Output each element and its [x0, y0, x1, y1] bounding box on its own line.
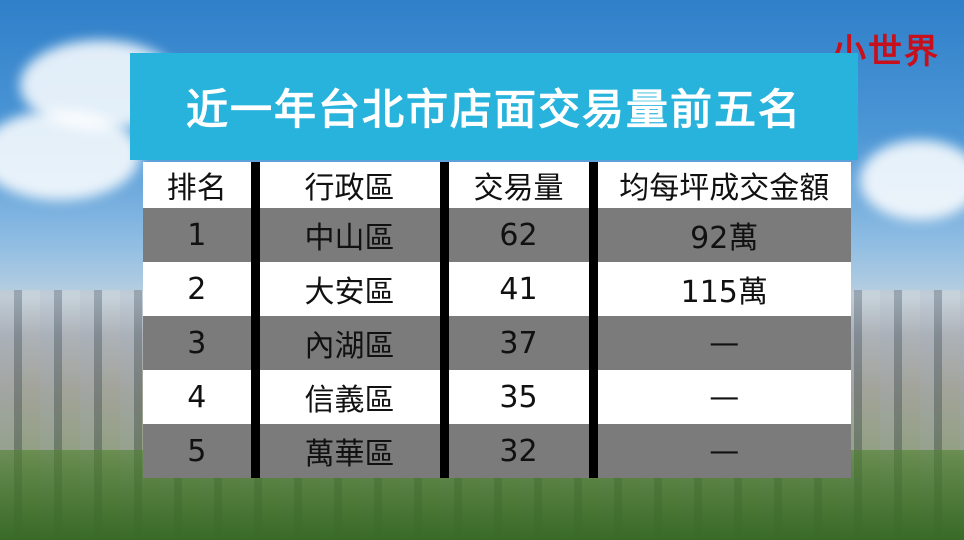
table-row: 1 中山區 62 92萬	[143, 208, 851, 262]
cell-rank: 2	[143, 262, 255, 316]
cell-volume: 37	[439, 316, 593, 370]
table-row: 5 萬華區 32—	[143, 424, 851, 478]
header-volume: 交易量	[439, 162, 593, 208]
cell-price: —	[588, 370, 851, 424]
cell-district: 中山區	[250, 208, 444, 262]
ranking-table: 排名 行政區 交易量 均每坪成交金額 1 中山區 62 92萬 2 大安區 41 115萬 3 內…	[143, 162, 851, 478]
table-row: 3 內湖區 37—	[143, 316, 851, 370]
table-row: 2 大安區 41 115萬	[143, 262, 851, 316]
table-row: 4 信義區 35—	[143, 370, 851, 424]
cell-price: 115萬	[588, 262, 851, 316]
cell-price: 92萬	[588, 208, 851, 262]
table-header: 排名 行政區 交易量 均每坪成交金額	[143, 162, 851, 208]
cell-volume: 32	[439, 424, 593, 478]
cell-rank: 1	[143, 208, 255, 262]
cell-district: 萬華區	[250, 424, 444, 478]
header-rank: 排名	[143, 162, 255, 208]
cell-district: 大安區	[250, 262, 444, 316]
graphic-title: 近一年台北市店面交易量前五名	[130, 53, 858, 160]
cell-volume: 41	[439, 262, 593, 316]
header-price: 均每坪成交金額	[588, 162, 851, 208]
header-district: 行政區	[250, 162, 444, 208]
cell-volume: 35	[439, 370, 593, 424]
cloud	[860, 140, 964, 220]
cell-volume: 62	[439, 208, 593, 262]
cloud	[0, 110, 140, 200]
cell-district: 內湖區	[250, 316, 444, 370]
cell-rank: 4	[143, 370, 255, 424]
cell-rank: 5	[143, 424, 255, 478]
cell-district: 信義區	[250, 370, 444, 424]
cell-price: —	[588, 424, 851, 478]
cell-rank: 3	[143, 316, 255, 370]
cell-price: —	[588, 316, 851, 370]
